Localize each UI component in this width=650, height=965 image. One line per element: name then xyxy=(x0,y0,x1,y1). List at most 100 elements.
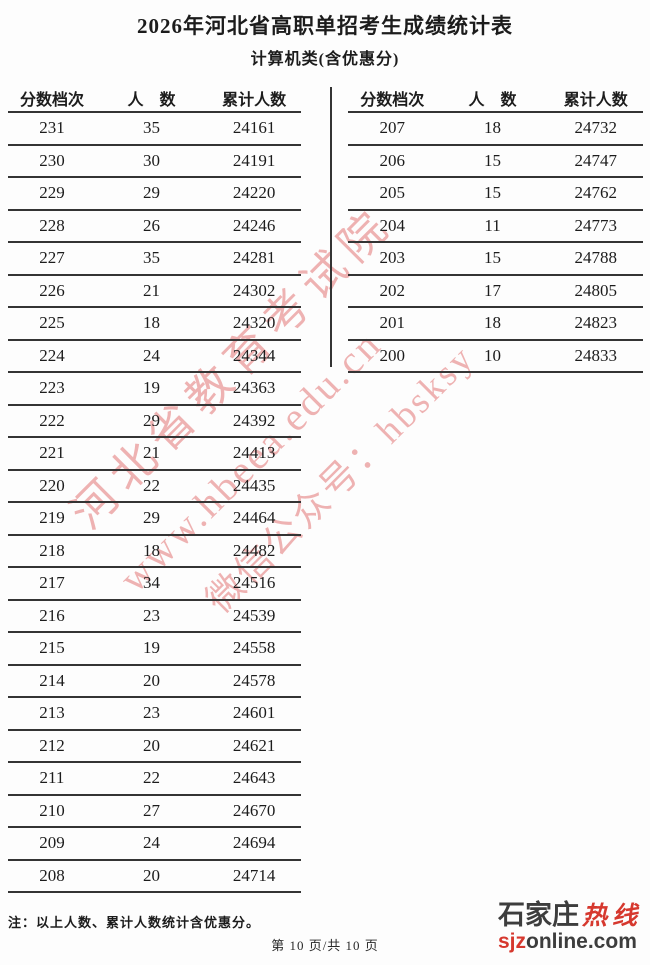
column-header-score-level: 分数档次 xyxy=(19,92,84,109)
cumulative-count-cell: 24435 xyxy=(232,475,276,495)
table-row: 221 21 24413 xyxy=(8,438,301,471)
cumulative-count-cell: 24320 xyxy=(232,313,276,333)
table-body-right: 207 18 24732 206 15 24747 205 15 24762 2… xyxy=(348,113,643,373)
count-cell: 26 xyxy=(143,215,161,235)
cumulative-count-cell: 24302 xyxy=(232,280,276,300)
score-level-cell: 223 xyxy=(39,378,65,398)
score-level-cell: 205 xyxy=(379,183,406,203)
count-cell: 15 xyxy=(484,248,502,268)
table-divider xyxy=(330,87,332,367)
score-level-cell: 203 xyxy=(379,248,406,268)
logo-text-cn-dark: 石家庄 xyxy=(498,900,579,930)
page-number: 第 10 页/共 10 页 xyxy=(271,938,379,953)
count-cell: 19 xyxy=(143,638,161,658)
score-level-cell: 214 xyxy=(39,670,65,690)
column-header-cumulative: 累计人数 xyxy=(222,92,287,109)
cumulative-count-cell: 24773 xyxy=(574,215,618,235)
score-level-cell: 201 xyxy=(379,313,406,333)
cumulative-count-cell: 24714 xyxy=(232,865,276,885)
table-row: 230 30 24191 xyxy=(8,146,301,178)
score-level-cell: 228 xyxy=(39,215,65,235)
cumulative-count-cell: 24482 xyxy=(232,540,276,560)
count-cell: 29 xyxy=(143,508,161,528)
table-row: 200 10 24833 xyxy=(348,341,643,373)
table-row: 212 20 24621 xyxy=(8,731,301,763)
score-level-cell: 202 xyxy=(379,280,406,300)
site-logo: 石家庄 热线 sjzonline.com xyxy=(498,902,646,953)
score-level-cell: 216 xyxy=(39,605,65,625)
table-row: 219 29 24464 xyxy=(8,503,301,536)
footnote: 注：以上人数、累计人数统计含优惠分。 xyxy=(8,915,261,930)
table-row: 208 20 24714 xyxy=(8,861,301,893)
score-level-cell: 219 xyxy=(39,508,65,528)
cumulative-count-cell: 24578 xyxy=(232,670,276,690)
cumulative-count-cell: 24805 xyxy=(574,280,618,300)
count-cell: 23 xyxy=(143,605,161,625)
table-row: 220 22 24435 xyxy=(8,471,301,503)
cumulative-count-cell: 24539 xyxy=(232,605,276,625)
score-level-cell: 224 xyxy=(39,345,65,365)
score-level-cell: 208 xyxy=(39,865,65,885)
table-row: 201 18 24823 xyxy=(348,308,643,341)
count-cell: 23 xyxy=(143,703,161,723)
table-row: 209 24 24694 xyxy=(8,828,301,861)
table-row: 224 24 24344 xyxy=(8,341,301,373)
cumulative-count-cell: 24762 xyxy=(574,183,618,203)
table-header-row: 分数档次 人 数 累计人数 xyxy=(8,85,301,113)
count-cell: 34 xyxy=(143,573,161,593)
logo-text-cn-red: 热线 xyxy=(582,902,643,930)
table-body-left: 231 35 24161 230 30 24191 229 29 24220 2… xyxy=(8,113,301,893)
score-level-cell: 231 xyxy=(39,118,65,138)
score-level-cell: 209 xyxy=(39,833,65,853)
count-cell: 35 xyxy=(143,118,161,138)
cumulative-count-cell: 24788 xyxy=(574,248,618,268)
cumulative-count-cell: 24823 xyxy=(574,313,618,333)
table-row: 217 34 24516 xyxy=(8,568,301,601)
score-level-cell: 227 xyxy=(39,248,65,268)
table-row: 218 18 24482 xyxy=(8,536,301,568)
table-row: 225 18 24320 xyxy=(8,308,301,341)
score-level-cell: 225 xyxy=(39,313,65,333)
cumulative-count-cell: 24516 xyxy=(232,573,276,593)
table-row: 207 18 24732 xyxy=(348,113,643,146)
column-header-score-level: 分数档次 xyxy=(360,92,425,109)
table-row: 223 19 24363 xyxy=(8,373,301,406)
table-row: 228 26 24246 xyxy=(8,211,301,243)
page-subtitle: 计算机类(含优惠分) xyxy=(250,51,400,68)
cumulative-count-cell: 24670 xyxy=(232,800,276,820)
logo-text-latin-red: sjz xyxy=(498,930,527,953)
cumulative-count-cell: 24643 xyxy=(232,768,276,788)
table-row: 222 29 24392 xyxy=(8,406,301,438)
score-level-cell: 229 xyxy=(39,183,65,203)
count-cell: 19 xyxy=(143,378,161,398)
score-level-cell: 206 xyxy=(379,150,406,170)
table-header-row: 分数档次 人 数 累计人数 xyxy=(348,85,643,113)
column-header-cumulative: 累计人数 xyxy=(563,92,628,109)
cumulative-count-cell: 24161 xyxy=(232,118,276,138)
count-cell: 30 xyxy=(143,150,161,170)
score-level-cell: 217 xyxy=(39,573,65,593)
table-row: 206 15 24747 xyxy=(348,146,643,178)
count-cell: 18 xyxy=(143,540,161,560)
cumulative-count-cell: 24621 xyxy=(232,735,276,755)
column-header-count: 人 数 xyxy=(468,92,517,109)
logo-chinese-line: 石家庄 热线 xyxy=(498,902,646,929)
cumulative-count-cell: 24601 xyxy=(232,703,276,723)
count-cell: 20 xyxy=(143,735,161,755)
table-row: 229 29 24220 xyxy=(8,178,301,211)
score-level-cell: 226 xyxy=(39,280,65,300)
cumulative-count-cell: 24344 xyxy=(232,345,276,365)
score-level-cell: 230 xyxy=(39,150,65,170)
score-level-cell: 207 xyxy=(379,118,406,138)
cumulative-count-cell: 24732 xyxy=(574,118,618,138)
count-cell: 35 xyxy=(143,248,161,268)
column-header-count: 人 数 xyxy=(127,92,176,109)
logo-text-latin-dark: online.com xyxy=(526,930,637,953)
table-row: 226 21 24302 xyxy=(8,276,301,308)
table-row: 202 17 24805 xyxy=(348,276,643,308)
count-cell: 24 xyxy=(143,833,161,853)
score-level-cell: 222 xyxy=(39,410,65,430)
table-row: 211 22 24643 xyxy=(8,763,301,796)
count-cell: 15 xyxy=(484,183,502,203)
score-level-cell: 220 xyxy=(39,475,65,495)
